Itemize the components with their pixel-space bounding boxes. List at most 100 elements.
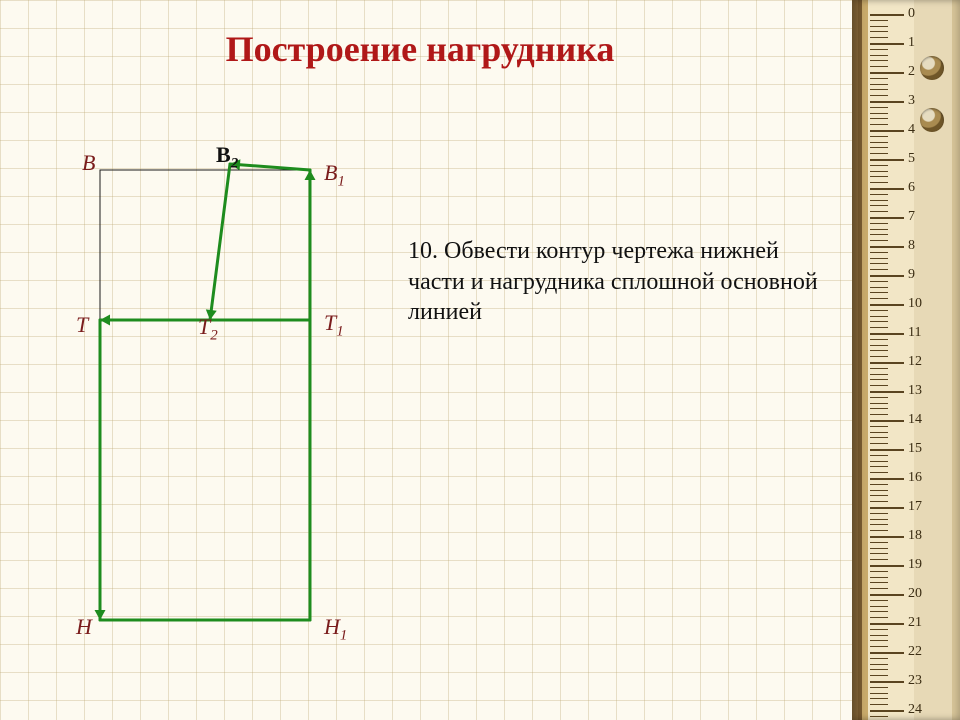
ruler-number: 16	[908, 470, 922, 486]
point-label-V2: В2	[216, 142, 238, 172]
ruler-number: 13	[908, 383, 922, 399]
ruler-tick-major	[870, 478, 904, 480]
ruler-tick-minor	[870, 635, 888, 636]
ruler-tick-minor	[870, 461, 888, 462]
ruler-tick-minor	[870, 298, 888, 299]
ruler-tick-major	[870, 275, 904, 277]
ruler-tick-minor	[870, 66, 888, 67]
ruler-tick-minor	[870, 455, 888, 456]
ruler-tick-minor	[870, 258, 888, 259]
ruler-tick-minor	[870, 321, 888, 322]
ruler-tick-minor	[870, 124, 888, 125]
ruler-tick-minor	[870, 327, 888, 328]
ruler-tick-minor	[870, 658, 888, 659]
step-instruction: 10. Обвести контур чертежа нижней части …	[408, 236, 818, 328]
ruler-tick-minor	[870, 524, 888, 525]
ruler-tick-major	[870, 536, 904, 538]
ruler-tick-minor	[870, 281, 888, 282]
ruler-number: 3	[908, 93, 915, 109]
ruler-tick-minor	[870, 252, 888, 253]
ruler-tick-minor	[870, 310, 888, 311]
ruler-tick-minor	[870, 200, 888, 201]
ruler-tick-minor	[870, 136, 888, 137]
ruler-tick-minor	[870, 356, 888, 357]
ruler-tick-major	[870, 217, 904, 219]
ruler-tick-minor	[870, 205, 888, 206]
ruler-tick-minor	[870, 31, 888, 32]
ruler-tick-minor	[870, 629, 888, 630]
point-label-T: Т	[76, 312, 88, 338]
ruler-tick-major	[870, 101, 904, 103]
ruler-number: 4	[908, 122, 915, 138]
outline-segment	[210, 164, 230, 320]
ruler-tick-minor	[870, 495, 888, 496]
ruler-number: 14	[908, 412, 922, 428]
ruler-tick-minor	[870, 287, 888, 288]
ruler-tick-minor	[870, 263, 888, 264]
ruler-tick-minor	[870, 669, 888, 670]
ruler-tick-minor	[870, 704, 888, 705]
ruler-number: 19	[908, 557, 922, 573]
ruler-tick-minor	[870, 194, 888, 195]
point-label-N1: Н1	[324, 614, 347, 644]
ruler-number: 23	[908, 673, 922, 689]
ruler-tick-minor	[870, 675, 888, 676]
ruler-tick-minor	[870, 37, 888, 38]
ruler-tick-minor	[870, 646, 888, 647]
ruler-tick-minor	[870, 693, 888, 694]
ruler-tick-minor	[870, 437, 888, 438]
ruler-tick-minor	[870, 292, 888, 293]
ruler-tick-minor	[870, 26, 888, 27]
ruler-tick-minor	[870, 269, 888, 270]
ruler-tick-minor	[870, 640, 888, 641]
ruler-tick-minor	[870, 379, 888, 380]
ruler-number: 12	[908, 354, 922, 370]
ruler-tick-minor	[870, 687, 888, 688]
ruler-tick-minor	[870, 165, 888, 166]
ruler-tick-minor	[870, 559, 888, 560]
ruler-tick-major	[870, 14, 904, 16]
ruler-tick-major	[870, 159, 904, 161]
ruler-tick-minor	[870, 339, 888, 340]
ruler-tick-minor	[870, 345, 888, 346]
ruler-tick-minor	[870, 234, 888, 235]
ruler-tick-major	[870, 333, 904, 335]
ruler-tick-minor	[870, 403, 888, 404]
ruler-tick-minor	[870, 414, 888, 415]
ruler-tick-minor	[870, 316, 888, 317]
ruler-tick-major	[870, 710, 904, 712]
ruler-tick-minor	[870, 664, 888, 665]
ruler-tick-minor	[870, 519, 888, 520]
ruler-tick-major	[870, 594, 904, 596]
pattern-diagram: ВВ1В2ТТ1Т2НН1	[70, 140, 390, 660]
page-title: Построение нагрудника	[0, 28, 840, 70]
ruler-tick-minor	[870, 350, 888, 351]
ruler-number: 11	[908, 325, 921, 341]
ruler-number: 6	[908, 180, 915, 196]
ruler-number: 0	[908, 6, 915, 22]
ruler-number: 2	[908, 64, 915, 80]
ruler-tick-minor	[870, 513, 888, 514]
ruler-tick-minor	[870, 432, 888, 433]
ruler-tick-minor	[870, 571, 888, 572]
ruler-tick-minor	[870, 472, 888, 473]
ruler-number: 17	[908, 499, 922, 515]
ruler-tick-major	[870, 188, 904, 190]
ruler-tick-minor	[870, 55, 888, 56]
point-label-N: Н	[76, 614, 92, 640]
ruler-tick-minor	[870, 182, 888, 183]
ruler-tick-minor	[870, 548, 888, 549]
ruler-tick-major	[870, 43, 904, 45]
point-label-V: В	[82, 150, 95, 176]
ruler-screw-icon	[920, 56, 944, 80]
ruler-tick-minor	[870, 617, 888, 618]
diagram-svg	[70, 140, 390, 660]
ruler-number: 1	[908, 35, 915, 51]
point-label-V1: В1	[324, 160, 345, 190]
ruler-tick-major	[870, 304, 904, 306]
ruler-tick-minor	[870, 397, 888, 398]
ruler-tick-minor	[870, 408, 888, 409]
ruler-number: 24	[908, 702, 922, 718]
ruler-screw-icon	[920, 108, 944, 132]
ruler-number: 8	[908, 238, 915, 254]
